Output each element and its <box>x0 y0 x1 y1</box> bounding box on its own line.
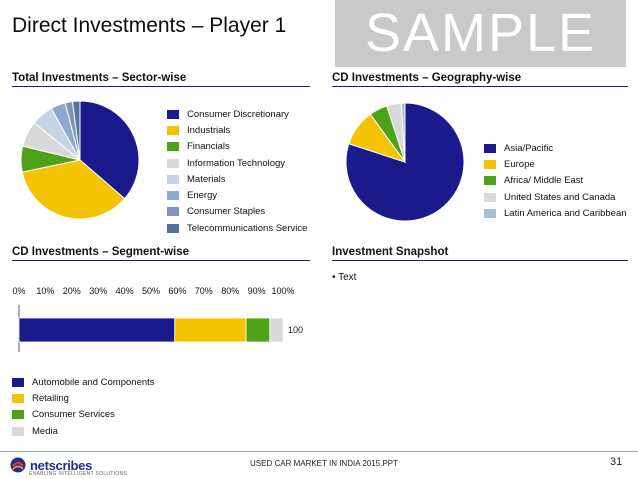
sector-legend-label: Energy <box>187 190 218 202</box>
sector-legend-label: Telecommunications Service <box>187 222 308 234</box>
segment-x-tick-label: 50% <box>142 286 160 296</box>
geography-legend-swatch <box>484 208 496 218</box>
segment-legend-item: Media <box>12 423 155 439</box>
geography-slice-asia-pacific <box>345 102 465 222</box>
geography-section-rule <box>332 86 628 87</box>
sector-legend-swatch <box>167 223 179 233</box>
geography-legend-item: Europe <box>484 156 627 172</box>
sector-legend-swatch <box>167 142 179 152</box>
sector-legend-item: Energy <box>167 187 307 203</box>
report-name: USED CAR MARKET IN INDIA 2015.PPT <box>250 459 398 468</box>
geography-legend-item: Latin America and Caribbean <box>484 205 627 221</box>
sector-section-rule <box>12 86 310 87</box>
sector-legend-item: Financials <box>167 139 307 155</box>
logo-brand-text: netscribes <box>30 457 93 473</box>
segment-x-tick-label: 60% <box>168 286 186 296</box>
segment-x-tick-label: 30% <box>89 286 107 296</box>
segment-x-tick-label: 0% <box>12 286 25 296</box>
segment-x-tick-label: 100% <box>271 286 294 296</box>
sector-slice-industrials <box>21 159 126 220</box>
segment-bar-chart: 0% 10% 20% 30% 40% 50% 60% 70% 80% 90% 100% 100 <box>12 286 303 352</box>
segment-bar-media <box>269 317 284 343</box>
page-title: Direct Investments – Player 1 <box>12 14 287 37</box>
sector-legend-label: Information Technology <box>187 157 286 169</box>
geography-legend-item: Africa/ Middle East <box>484 173 627 189</box>
netscribes-logo: netscribes <box>10 456 92 474</box>
segment-x-tick-label: 40% <box>116 286 134 296</box>
geography-legend-label: Latin America and Caribbean <box>504 207 627 219</box>
geography-legend-item: United States and Canada <box>484 189 627 205</box>
sector-legend-item: Consumer Staples <box>167 204 307 220</box>
netscribes-logo-icon <box>10 457 26 473</box>
segment-legend: Automobile and Components Retailing Consum… <box>12 374 155 439</box>
segment-x-tick-label: 10% <box>36 286 54 296</box>
segment-bar-retailing <box>174 317 247 343</box>
segment-legend-label: Media <box>32 425 58 437</box>
sector-legend-swatch <box>167 191 179 201</box>
sector-slice-consumer-discretionary <box>79 100 140 200</box>
sector-legend-label: Consumer Staples <box>187 206 266 218</box>
snapshot-section-title: Investment Snapshot <box>332 246 449 258</box>
sector-legend-item: Telecommunications Service <box>167 220 307 236</box>
sector-legend-swatch <box>167 109 179 119</box>
segment-legend-item: Consumer Services <box>12 407 155 423</box>
sector-legend-item: Information Technology <box>167 155 307 171</box>
sector-legend: Consumer Discretionary Industrials Financi… <box>167 106 307 236</box>
segment-legend-swatch <box>12 410 24 420</box>
segment-bar-consumer-services <box>245 317 271 343</box>
segment-x-tick-label: 80% <box>221 286 239 296</box>
sector-section-title: Total Investments – Sector-wise <box>12 72 187 84</box>
sector-legend-label: Consumer Discretionary <box>187 108 289 120</box>
segment-legend-item: Automobile and Components <box>12 374 155 390</box>
sample-watermark-text: SAMPLE <box>364 3 597 63</box>
sector-legend-label: Materials <box>187 173 226 185</box>
segment-x-tick-label: 70% <box>195 286 213 296</box>
sector-legend-item: Materials <box>167 171 307 187</box>
geography-legend-swatch <box>484 192 496 202</box>
segment-category-label: 100 <box>288 325 303 335</box>
segment-x-tick-label: 20% <box>63 286 81 296</box>
geography-legend-item: Asia/Pacific <box>484 140 627 156</box>
geography-legend-swatch <box>484 143 496 153</box>
geography-legend-label: United States and Canada <box>504 191 616 203</box>
geography-legend-label: Asia/Pacific <box>504 142 554 154</box>
segment-x-tick-label: 90% <box>248 286 266 296</box>
page-number: 31 <box>610 456 623 468</box>
segment-legend-label: Consumer Services <box>32 409 115 421</box>
snapshot-section-rule <box>332 260 628 261</box>
geography-legend: Asia/Pacific Europe Africa/ Middle East Uni… <box>484 140 627 221</box>
sector-legend-swatch <box>167 174 179 184</box>
footer-divider <box>0 451 638 452</box>
geography-legend-swatch <box>484 159 496 169</box>
sector-legend-swatch <box>167 158 179 168</box>
geography-pie-chart <box>345 102 465 222</box>
sector-legend-label: Industrials <box>187 124 231 136</box>
geography-slice-latin-america-and-caribbean <box>400 102 406 163</box>
sample-watermark: SAMPLE <box>335 0 626 67</box>
snapshot-bullet: • Text <box>332 272 357 283</box>
segment-legend-item: Retailing <box>12 390 155 406</box>
geography-section-title: CD Investments – Geography-wise <box>332 72 522 84</box>
geography-legend-label: Europe <box>504 158 535 170</box>
segment-legend-swatch <box>12 393 24 403</box>
sector-legend-item: Consumer Discretionary <box>167 106 307 122</box>
sector-legend-swatch <box>167 125 179 135</box>
geography-legend-label: Africa/ Middle East <box>504 175 584 187</box>
geography-legend-swatch <box>484 176 496 186</box>
segment-legend-swatch <box>12 377 24 387</box>
segment-legend-label: Automobile and Components <box>32 376 155 388</box>
segment-section-rule <box>12 260 310 261</box>
sector-legend-label: Financials <box>187 141 230 153</box>
logo-tagline: ENABLING INTELLIGENT SOLUTIONS <box>29 471 128 477</box>
sector-legend-item: Industrials <box>167 122 307 138</box>
sector-legend-swatch <box>167 207 179 217</box>
segment-bar-automobile-and-components <box>18 317 176 343</box>
sector-slice-telecommunications-service <box>71 100 81 161</box>
segment-legend-swatch <box>12 426 24 436</box>
sector-pie-chart <box>20 100 140 220</box>
segment-section-title: CD Investments – Segment-wise <box>12 246 190 258</box>
segment-legend-label: Retailing <box>32 392 69 404</box>
